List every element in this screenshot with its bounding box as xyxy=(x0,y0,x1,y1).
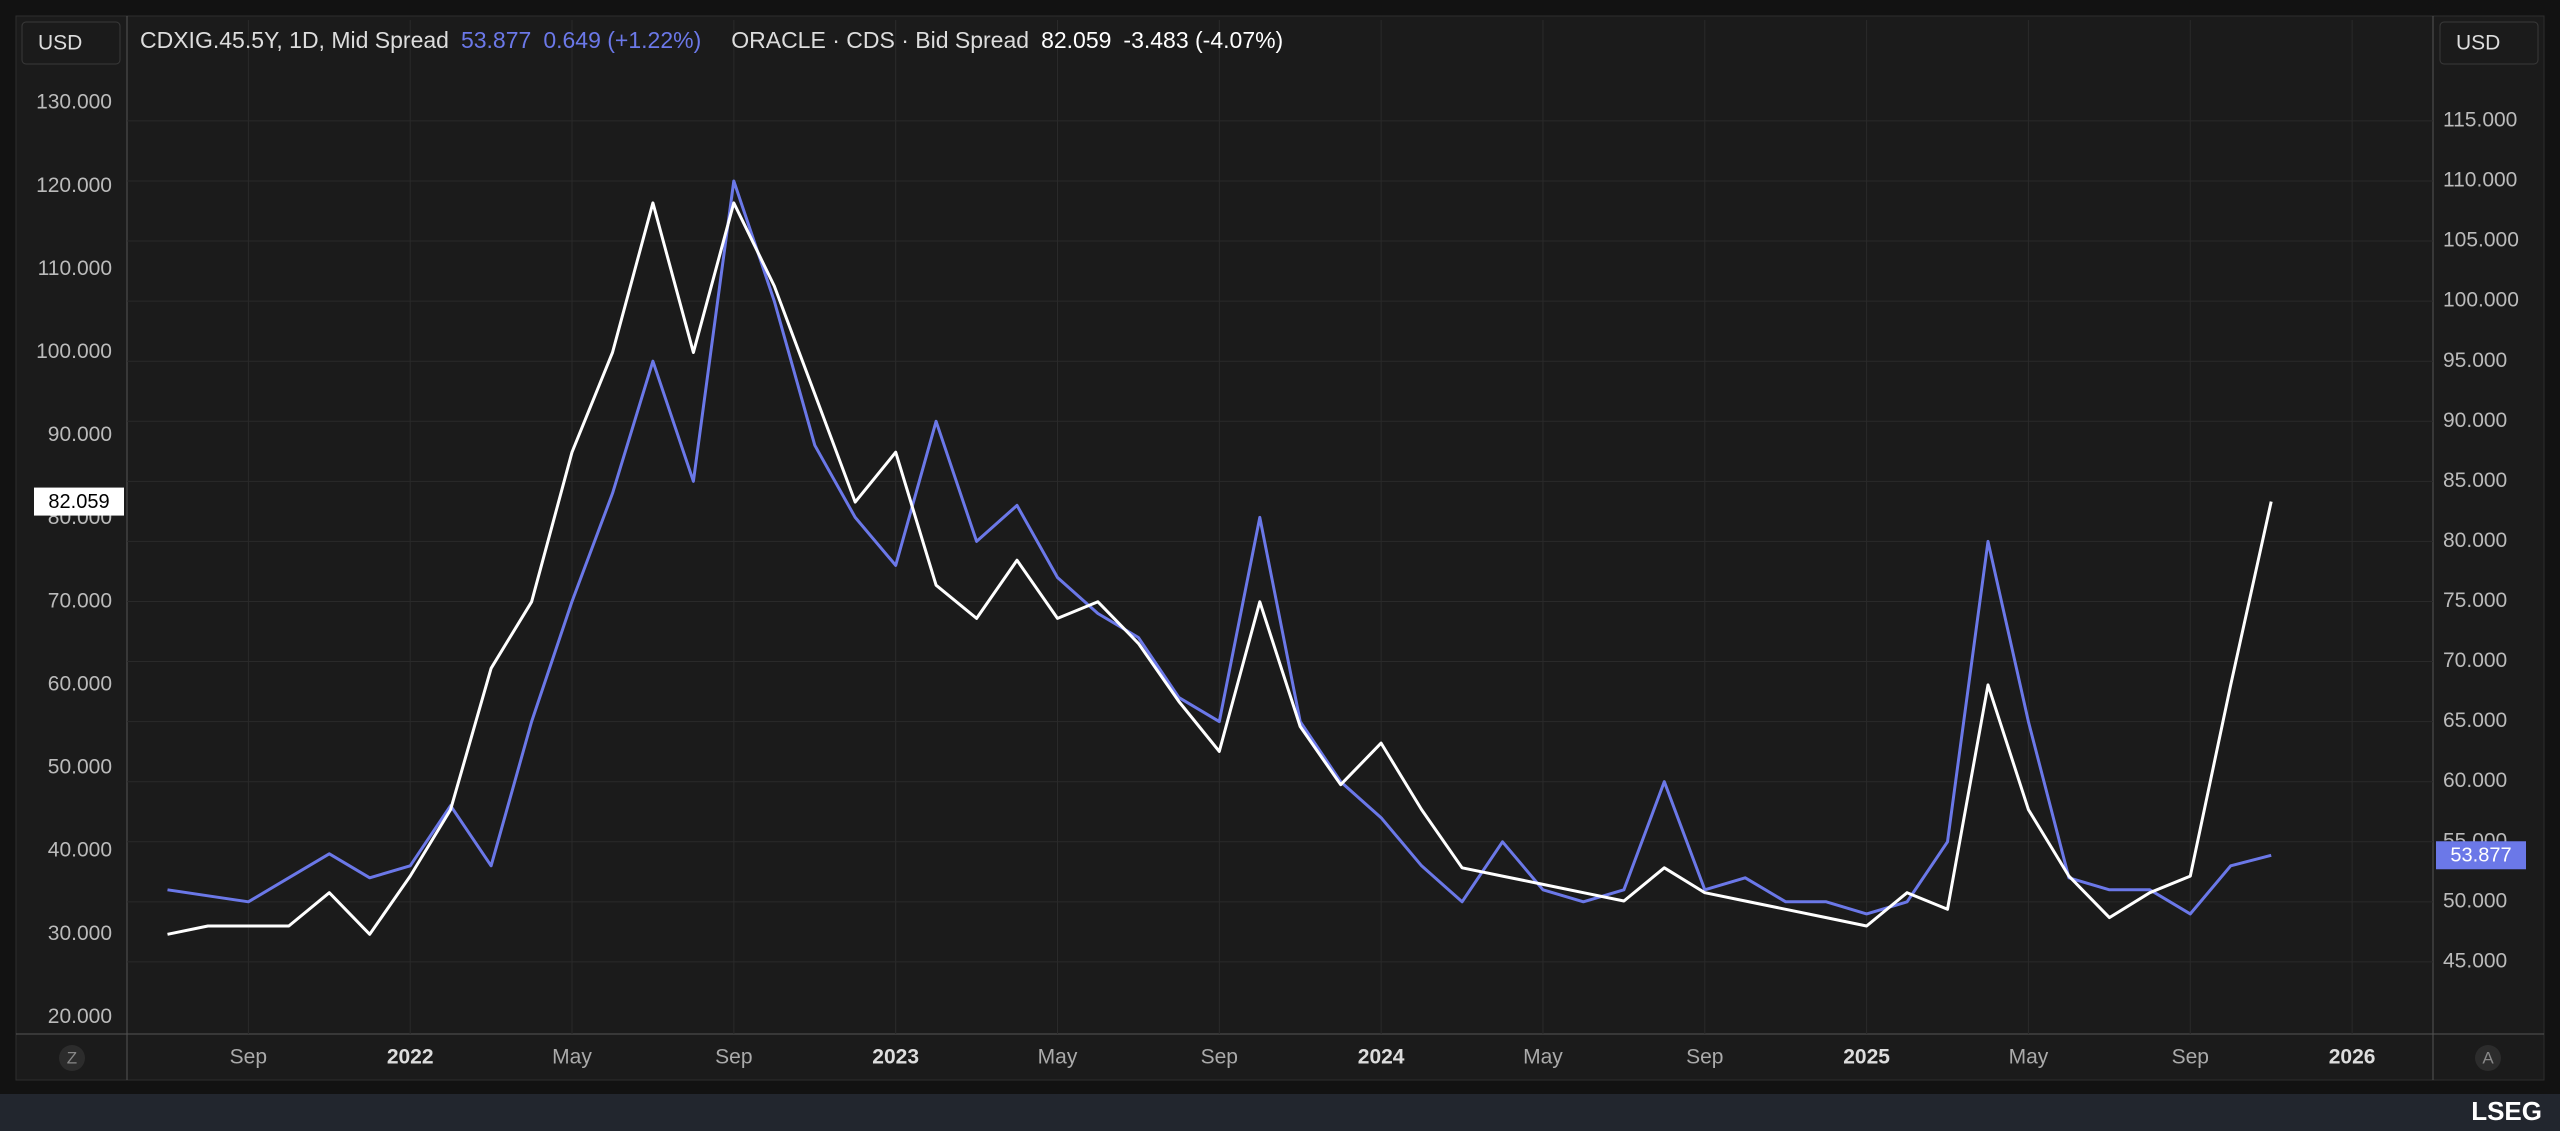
series-line xyxy=(167,179,2272,916)
y-tick-label: 90.000 xyxy=(48,423,112,446)
x-tick-label: May xyxy=(552,1046,592,1069)
x-tick-label: Sep xyxy=(2172,1046,2209,1069)
series-last: 53.877 xyxy=(461,27,531,53)
series-change: -3.483 (-4.07%) xyxy=(1123,27,1283,53)
y-tick-label: 70.000 xyxy=(48,589,112,612)
x-tick-label: Sep xyxy=(1201,1046,1238,1069)
y-tick-label: 60.000 xyxy=(48,672,112,695)
currency-box[interactable] xyxy=(21,21,121,65)
y2-tick-label: 70.000 xyxy=(2443,649,2507,672)
y2-tick-label: 60.000 xyxy=(2443,769,2507,792)
y2-tick-label: 100.000 xyxy=(2443,289,2519,312)
last-value-badge: 53.877 xyxy=(2436,841,2526,870)
currency-box[interactable] xyxy=(2439,21,2539,65)
series-name: CDXIG.45.5Y, 1D, Mid Spread xyxy=(140,27,449,53)
x-tick-label: 2022 xyxy=(387,1046,434,1069)
y-tick-label: 100.000 xyxy=(36,340,112,363)
x-tick-label: 2025 xyxy=(1843,1046,1890,1069)
y2-tick-label: 110.000 xyxy=(2443,169,2517,192)
zoom-label: Z xyxy=(67,1048,77,1067)
x-tick-label: Sep xyxy=(230,1046,267,1069)
x-tick-label: May xyxy=(2009,1046,2049,1069)
y-tick-label: 120.000 xyxy=(36,174,112,197)
x-tick-label: May xyxy=(1038,1046,1078,1069)
x-tick-label: Sep xyxy=(715,1046,752,1069)
series-name: ORACLE · CDS · Bid Spread xyxy=(731,27,1029,53)
y-tick-label: 40.000 xyxy=(48,839,112,862)
y-tick-label: 130.000 xyxy=(36,91,112,114)
currency-right: USD xyxy=(2456,32,2500,55)
brand: LSEG xyxy=(2471,1096,2542,1126)
last-value-badge: 82.059 xyxy=(34,487,124,516)
y-tick-label: 50.000 xyxy=(48,756,112,779)
y-tick-label: 110.000 xyxy=(38,257,112,280)
y-tick-label: 20.000 xyxy=(48,1005,112,1028)
badge-label: 82.059 xyxy=(48,491,109,513)
chart-panel xyxy=(15,15,2545,1081)
x-tick-label: 2024 xyxy=(1358,1046,1405,1069)
y2-tick-label: 45.000 xyxy=(2443,949,2507,972)
auto-button[interactable] xyxy=(2475,1045,2501,1071)
x-tick-label: Sep xyxy=(1686,1046,1723,1069)
header: CDXIG.45.5Y, 1D, Mid Spread 53.877 0.649… xyxy=(140,27,1283,53)
y2-tick-label: 50.000 xyxy=(2443,889,2507,912)
series-last: 82.059 xyxy=(1041,27,1111,53)
y2-tick-label: 65.000 xyxy=(2443,709,2507,732)
x-tick-label: 2026 xyxy=(2329,1046,2376,1069)
badge-label: 53.877 xyxy=(2450,845,2511,867)
series-line xyxy=(167,201,2273,936)
badge-box xyxy=(2436,841,2526,870)
y2-tick-label: 90.000 xyxy=(2443,409,2507,432)
badge-box xyxy=(34,487,124,516)
footer-strip xyxy=(0,1094,2560,1131)
series-change: 0.649 (+1.22%) xyxy=(543,27,701,53)
y2-tick-label: 105.000 xyxy=(2443,229,2519,252)
currency-left: USD xyxy=(38,32,82,55)
x-tick-label: May xyxy=(1523,1046,1563,1069)
y2-tick-label: 95.000 xyxy=(2443,349,2507,372)
y2-tick-label: 115.000 xyxy=(2443,108,2517,131)
zoom-button[interactable] xyxy=(59,1045,85,1071)
y2-tick-label: 80.000 xyxy=(2443,529,2507,552)
auto-label: A xyxy=(2482,1048,2494,1067)
y2-tick-label: 75.000 xyxy=(2443,589,2507,612)
y2-tick-label: 85.000 xyxy=(2443,469,2507,492)
y-tick-label: 30.000 xyxy=(48,922,112,945)
x-tick-label: 2023 xyxy=(872,1046,919,1069)
